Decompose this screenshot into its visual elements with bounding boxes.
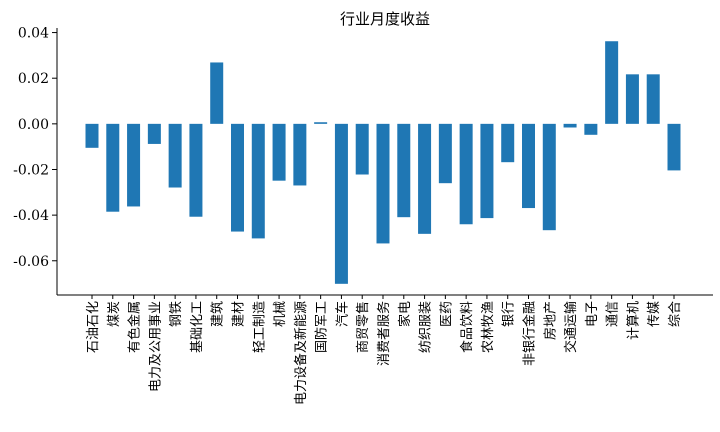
bar [418, 123, 432, 234]
bar [334, 123, 348, 284]
bar [438, 123, 452, 184]
x-tick-label: 电子 [585, 301, 600, 327]
bars [85, 41, 681, 284]
x-tick-label: 交通运输 [563, 301, 579, 353]
x-tick-label: 医药 [439, 301, 454, 327]
bar [646, 74, 660, 124]
y-tick-label: -0.04 [13, 208, 49, 224]
bar [522, 123, 535, 209]
bar [584, 123, 598, 135]
bar [501, 123, 515, 163]
bar [542, 123, 556, 231]
y-tick-label: 0.02 [18, 71, 49, 87]
x-tick-label: 消费者服务 [376, 301, 392, 366]
bar [480, 123, 494, 219]
x-tick-label: 电力设备及新能源 [293, 301, 309, 405]
bar [397, 123, 411, 218]
bar [168, 123, 182, 188]
x-tick-label: 汽车 [334, 301, 350, 327]
bar [459, 123, 473, 225]
y-tick-label: 0.00 [18, 117, 49, 133]
x-tick-label: 国防军工 [314, 301, 330, 353]
x-tick-label: 建材 [232, 301, 247, 327]
x-tick-label: 综合 [668, 301, 683, 327]
x-tick-label: 机械 [273, 301, 288, 327]
y-tick-label: 0.04 [18, 26, 49, 42]
chart-title: 行业月度收益 [340, 10, 430, 28]
bar [106, 123, 120, 212]
x-tick-label: 房地产 [542, 301, 558, 340]
bar [85, 123, 99, 148]
bar [147, 123, 161, 144]
y-tick-label: -0.06 [13, 254, 49, 270]
x-tick-label: 有色金属 [127, 301, 143, 353]
x-tick-label: 计算机 [626, 301, 641, 340]
x-tick-label: 电力及公用事业 [148, 301, 163, 392]
x-tick-label: 基础化工 [190, 301, 205, 353]
bar [231, 123, 244, 232]
bar [127, 123, 141, 207]
x-tick-label: 石油石化 [86, 301, 101, 353]
bar [251, 123, 265, 239]
bar [189, 123, 203, 217]
x-tick-label: 食品饮料 [459, 301, 475, 353]
x-tick-label: 银行 [502, 301, 517, 327]
x-tick-labels: 石油石化 煤炭 有色金属 电力及公用事业 钢铁 基础化工 建筑 建材 轻工制造 机械 电力设备及新能… [86, 295, 683, 405]
y-tick-label: -0.02 [13, 162, 49, 178]
x-tick-label: 轻工制造 [252, 301, 267, 353]
bar [210, 62, 224, 124]
x-tick-label: 建筑 [210, 301, 226, 327]
bar [563, 123, 577, 128]
x-tick-label: 农林牧渔 [481, 301, 496, 353]
bar [314, 122, 328, 124]
bar [355, 123, 369, 175]
x-tick-label: 家电 [397, 301, 413, 327]
x-tick-label: 商贸零售 [355, 301, 371, 353]
x-tick-label: 钢铁 [169, 301, 184, 327]
x-tick-label: 非银行金融 [522, 301, 538, 366]
bar [293, 123, 307, 186]
bar [605, 41, 619, 124]
x-tick-label: 传媒 [647, 301, 662, 327]
bar [667, 123, 681, 171]
x-tick-label: 煤炭 [107, 301, 122, 327]
y-ticks: 0.04 0.02 0.00 -0.02 -0.04 -0.06 [13, 26, 57, 270]
bar [625, 74, 639, 124]
x-tick-label: 纺织服装 [419, 301, 434, 353]
x-tick-label: 通信 [606, 301, 621, 327]
bar [272, 123, 286, 181]
bar [376, 123, 390, 244]
